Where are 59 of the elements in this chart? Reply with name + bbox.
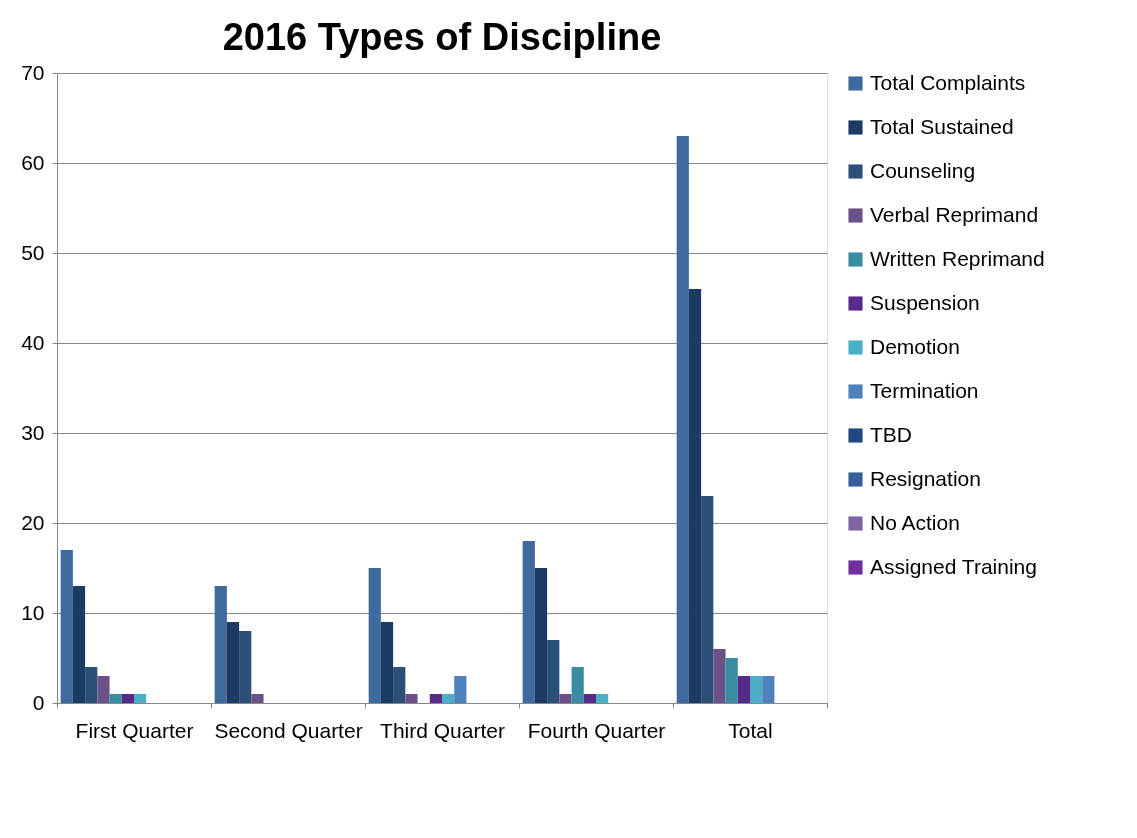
- bar: [522, 541, 535, 703]
- x-tick-label: Third Quarter: [380, 718, 505, 742]
- y-tick-label: 30: [21, 420, 45, 444]
- bar: [239, 631, 252, 703]
- bar: [547, 640, 560, 703]
- bar: [134, 694, 147, 703]
- bar: [750, 676, 763, 703]
- bar: [442, 694, 455, 703]
- legend-label: Total Complaints: [870, 70, 1026, 94]
- bar: [583, 694, 596, 703]
- bar: [688, 289, 702, 703]
- bar: [737, 676, 750, 703]
- legend-label: Verbal Reprimand: [870, 202, 1039, 226]
- bar: [701, 496, 714, 703]
- legend-label: Written Reprimand: [870, 246, 1045, 270]
- legend-label: Total Sustained: [870, 114, 1014, 138]
- bar: [725, 658, 738, 703]
- bar: [97, 676, 110, 703]
- y-tick-label: 50: [21, 240, 45, 264]
- legend-label: No Action: [870, 510, 960, 534]
- bar: [676, 136, 689, 703]
- legend-label: TBD: [870, 422, 912, 446]
- bar: [454, 676, 467, 703]
- x-tick-label: Second Quarter: [214, 718, 363, 742]
- bar: [60, 550, 73, 703]
- bar: [380, 622, 394, 703]
- bar: [571, 667, 584, 703]
- legend-label: Assigned Training: [870, 554, 1037, 578]
- legend-label: Demotion: [870, 334, 960, 358]
- bar: [534, 568, 548, 703]
- legend-label: Termination: [870, 378, 979, 402]
- y-tick-label: 0: [32, 690, 45, 714]
- y-tick-label: 10: [21, 600, 45, 624]
- bar: [214, 586, 227, 703]
- bar: [405, 694, 418, 703]
- x-tick-label: Total: [728, 718, 773, 742]
- y-tick-label: 40: [21, 330, 45, 354]
- bar: [713, 649, 726, 703]
- bar: [226, 622, 240, 703]
- bar: [596, 694, 609, 703]
- y-tick-label: 60: [21, 150, 45, 174]
- bar: [85, 667, 98, 703]
- legend-label: Counseling: [870, 158, 976, 182]
- bar: [393, 667, 406, 703]
- y-tick-label: 70: [21, 60, 45, 84]
- bar: [109, 694, 122, 703]
- y-tick-label: 20: [21, 510, 45, 534]
- bar: [72, 586, 86, 703]
- bar: [762, 676, 775, 703]
- bar: [368, 568, 381, 703]
- bar: [251, 694, 264, 703]
- legend-label: Resignation: [870, 466, 981, 490]
- bar: [121, 694, 134, 703]
- x-tick-label: First Quarter: [75, 718, 194, 742]
- bar: [429, 694, 442, 703]
- bar: [559, 694, 572, 703]
- chart-title: 2016 Types of Discipline: [222, 16, 662, 58]
- legend-label: Suspension: [870, 290, 980, 314]
- x-tick-label: Fourth Quarter: [527, 718, 666, 742]
